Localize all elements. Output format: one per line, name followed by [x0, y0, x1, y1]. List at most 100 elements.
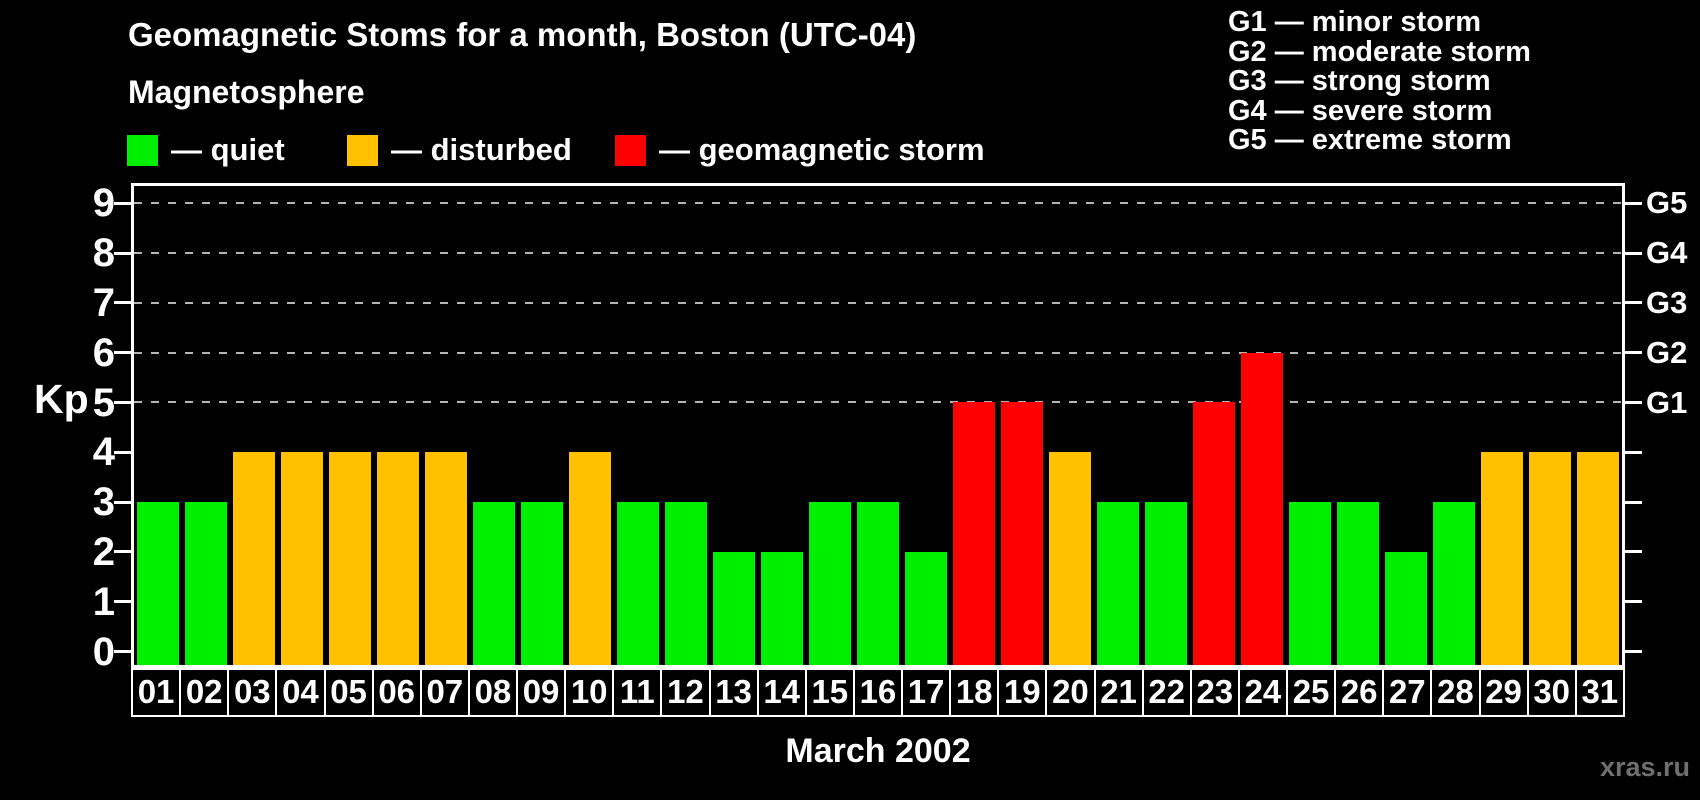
g-scale-legend-line: G2 — moderate storm — [1228, 35, 1531, 68]
right-axis-tick-3 — [1622, 501, 1642, 504]
day-label-13: 13 — [708, 668, 759, 717]
day-label-12: 12 — [660, 668, 711, 717]
y-axis-tick-3 — [114, 501, 131, 504]
y-axis-tick-label-1: 1 — [92, 580, 115, 624]
day-label-31: 31 — [1574, 668, 1625, 717]
gridline-kp7 — [134, 302, 1622, 304]
day-label-23: 23 — [1189, 668, 1240, 717]
bar-day-01 — [137, 502, 179, 665]
right-axis-tick-4 — [1622, 451, 1642, 454]
bar-day-09 — [521, 502, 563, 665]
bar-day-17 — [905, 552, 947, 665]
bar-day-26 — [1337, 502, 1379, 665]
day-label-05: 05 — [323, 668, 374, 717]
g-scale-label-G2: G2 — [1646, 335, 1688, 370]
g-scale-legend-line: G1 — minor storm — [1228, 6, 1481, 38]
bar-day-20 — [1049, 452, 1091, 665]
y-axis-tick-label-3: 3 — [92, 480, 115, 524]
y-axis-tick-8 — [114, 252, 131, 255]
bar-day-14 — [761, 552, 803, 665]
plot-area — [131, 183, 1625, 668]
day-label-26: 26 — [1334, 668, 1385, 717]
gridline-kp9 — [134, 202, 1622, 204]
bar-day-28 — [1433, 502, 1475, 665]
bar-day-24 — [1241, 353, 1283, 665]
legend-heading: Magnetosphere — [128, 74, 365, 110]
x-axis-title: March 2002 — [785, 732, 971, 770]
bar-day-08 — [473, 502, 515, 665]
bar-day-23 — [1193, 402, 1235, 665]
bar-day-19 — [1001, 402, 1043, 665]
day-label-29: 29 — [1478, 668, 1529, 717]
bar-day-03 — [233, 452, 275, 665]
right-axis-tick-5 — [1622, 401, 1642, 404]
bar-day-07 — [425, 452, 467, 665]
y-axis-tick-2 — [114, 550, 131, 553]
bar-day-10 — [569, 452, 611, 665]
y-axis-tick-4 — [114, 451, 131, 454]
day-label-10: 10 — [564, 668, 615, 717]
right-axis-tick-8 — [1622, 252, 1642, 255]
legend-item-label: — quiet — [171, 132, 285, 167]
day-label-07: 07 — [419, 668, 470, 717]
y-axis-tick-6 — [114, 351, 131, 354]
gridline-kp8 — [134, 252, 1622, 254]
y-axis-tick-label-7: 7 — [92, 281, 115, 325]
bar-day-31 — [1577, 452, 1619, 665]
bar-day-04 — [281, 452, 323, 665]
right-axis-tick-1 — [1622, 600, 1642, 603]
day-label-25: 25 — [1286, 668, 1337, 717]
g-scale-label-G1: G1 — [1646, 385, 1688, 420]
y-axis-tick-label-8: 8 — [92, 231, 115, 275]
y-axis-title: Kp — [34, 376, 89, 422]
g-scale-legend-line: G3 — strong storm — [1228, 65, 1491, 97]
day-label-08: 08 — [467, 668, 518, 717]
day-label-15: 15 — [804, 668, 855, 717]
y-axis-tick-5 — [114, 401, 131, 404]
g-scale-label-G3: G3 — [1646, 285, 1688, 320]
day-label-16: 16 — [852, 668, 903, 717]
legend-item-quiet: — quiet — [127, 133, 285, 167]
bar-day-21 — [1097, 502, 1139, 665]
disturbed-color-swatch — [347, 134, 378, 166]
day-label-27: 27 — [1382, 668, 1433, 717]
quiet-color-swatch — [127, 134, 158, 166]
legend-item-storm: — geomagnetic storm — [615, 133, 985, 167]
bar-day-06 — [377, 452, 419, 665]
bar-day-05 — [329, 452, 371, 665]
day-label-06: 06 — [371, 668, 422, 717]
day-label-28: 28 — [1430, 668, 1481, 717]
bar-day-13 — [713, 552, 755, 665]
g-scale-legend: G1 — minor storm G2 — moderate storm G3 … — [1228, 6, 1531, 156]
day-label-02: 02 — [179, 668, 230, 717]
bar-day-29 — [1481, 452, 1523, 665]
day-label-19: 19 — [997, 668, 1048, 717]
day-label-20: 20 — [1045, 668, 1096, 717]
bar-day-02 — [185, 502, 227, 665]
watermark: xras.ru — [1599, 752, 1690, 782]
day-label-22: 22 — [1141, 668, 1192, 717]
legend-item-label: — disturbed — [391, 132, 572, 167]
bar-day-12 — [665, 502, 707, 665]
y-axis-tick-label-5: 5 — [92, 381, 115, 425]
right-axis-tick-0 — [1622, 650, 1642, 653]
y-axis-tick-label-4: 4 — [92, 430, 115, 474]
bar-day-11 — [617, 502, 659, 665]
right-axis-tick-6 — [1622, 351, 1642, 354]
x-axis-day-labels: 01 02 03 04 05 06 07 08 09 10 11 12 13 14 15 16 17 18 19 20… — [131, 668, 1625, 717]
y-axis-tick-1 — [114, 600, 131, 603]
bar-day-16 — [857, 502, 899, 665]
y-axis-tick-label-0: 0 — [92, 630, 115, 674]
right-axis-tick-2 — [1622, 550, 1642, 553]
y-axis-tick-label-2: 2 — [92, 530, 115, 574]
day-label-04: 04 — [275, 668, 326, 717]
day-label-11: 11 — [612, 668, 663, 717]
chart-title: Geomagnetic Stoms for a month, Boston (U… — [128, 16, 917, 53]
day-label-01: 01 — [131, 668, 182, 717]
g-scale-legend-line: G5 — extreme storm — [1228, 124, 1512, 156]
day-label-09: 09 — [516, 668, 567, 717]
right-axis-tick-7 — [1622, 301, 1642, 304]
right-axis-tick-9 — [1622, 202, 1642, 205]
bar-day-18 — [953, 402, 995, 665]
